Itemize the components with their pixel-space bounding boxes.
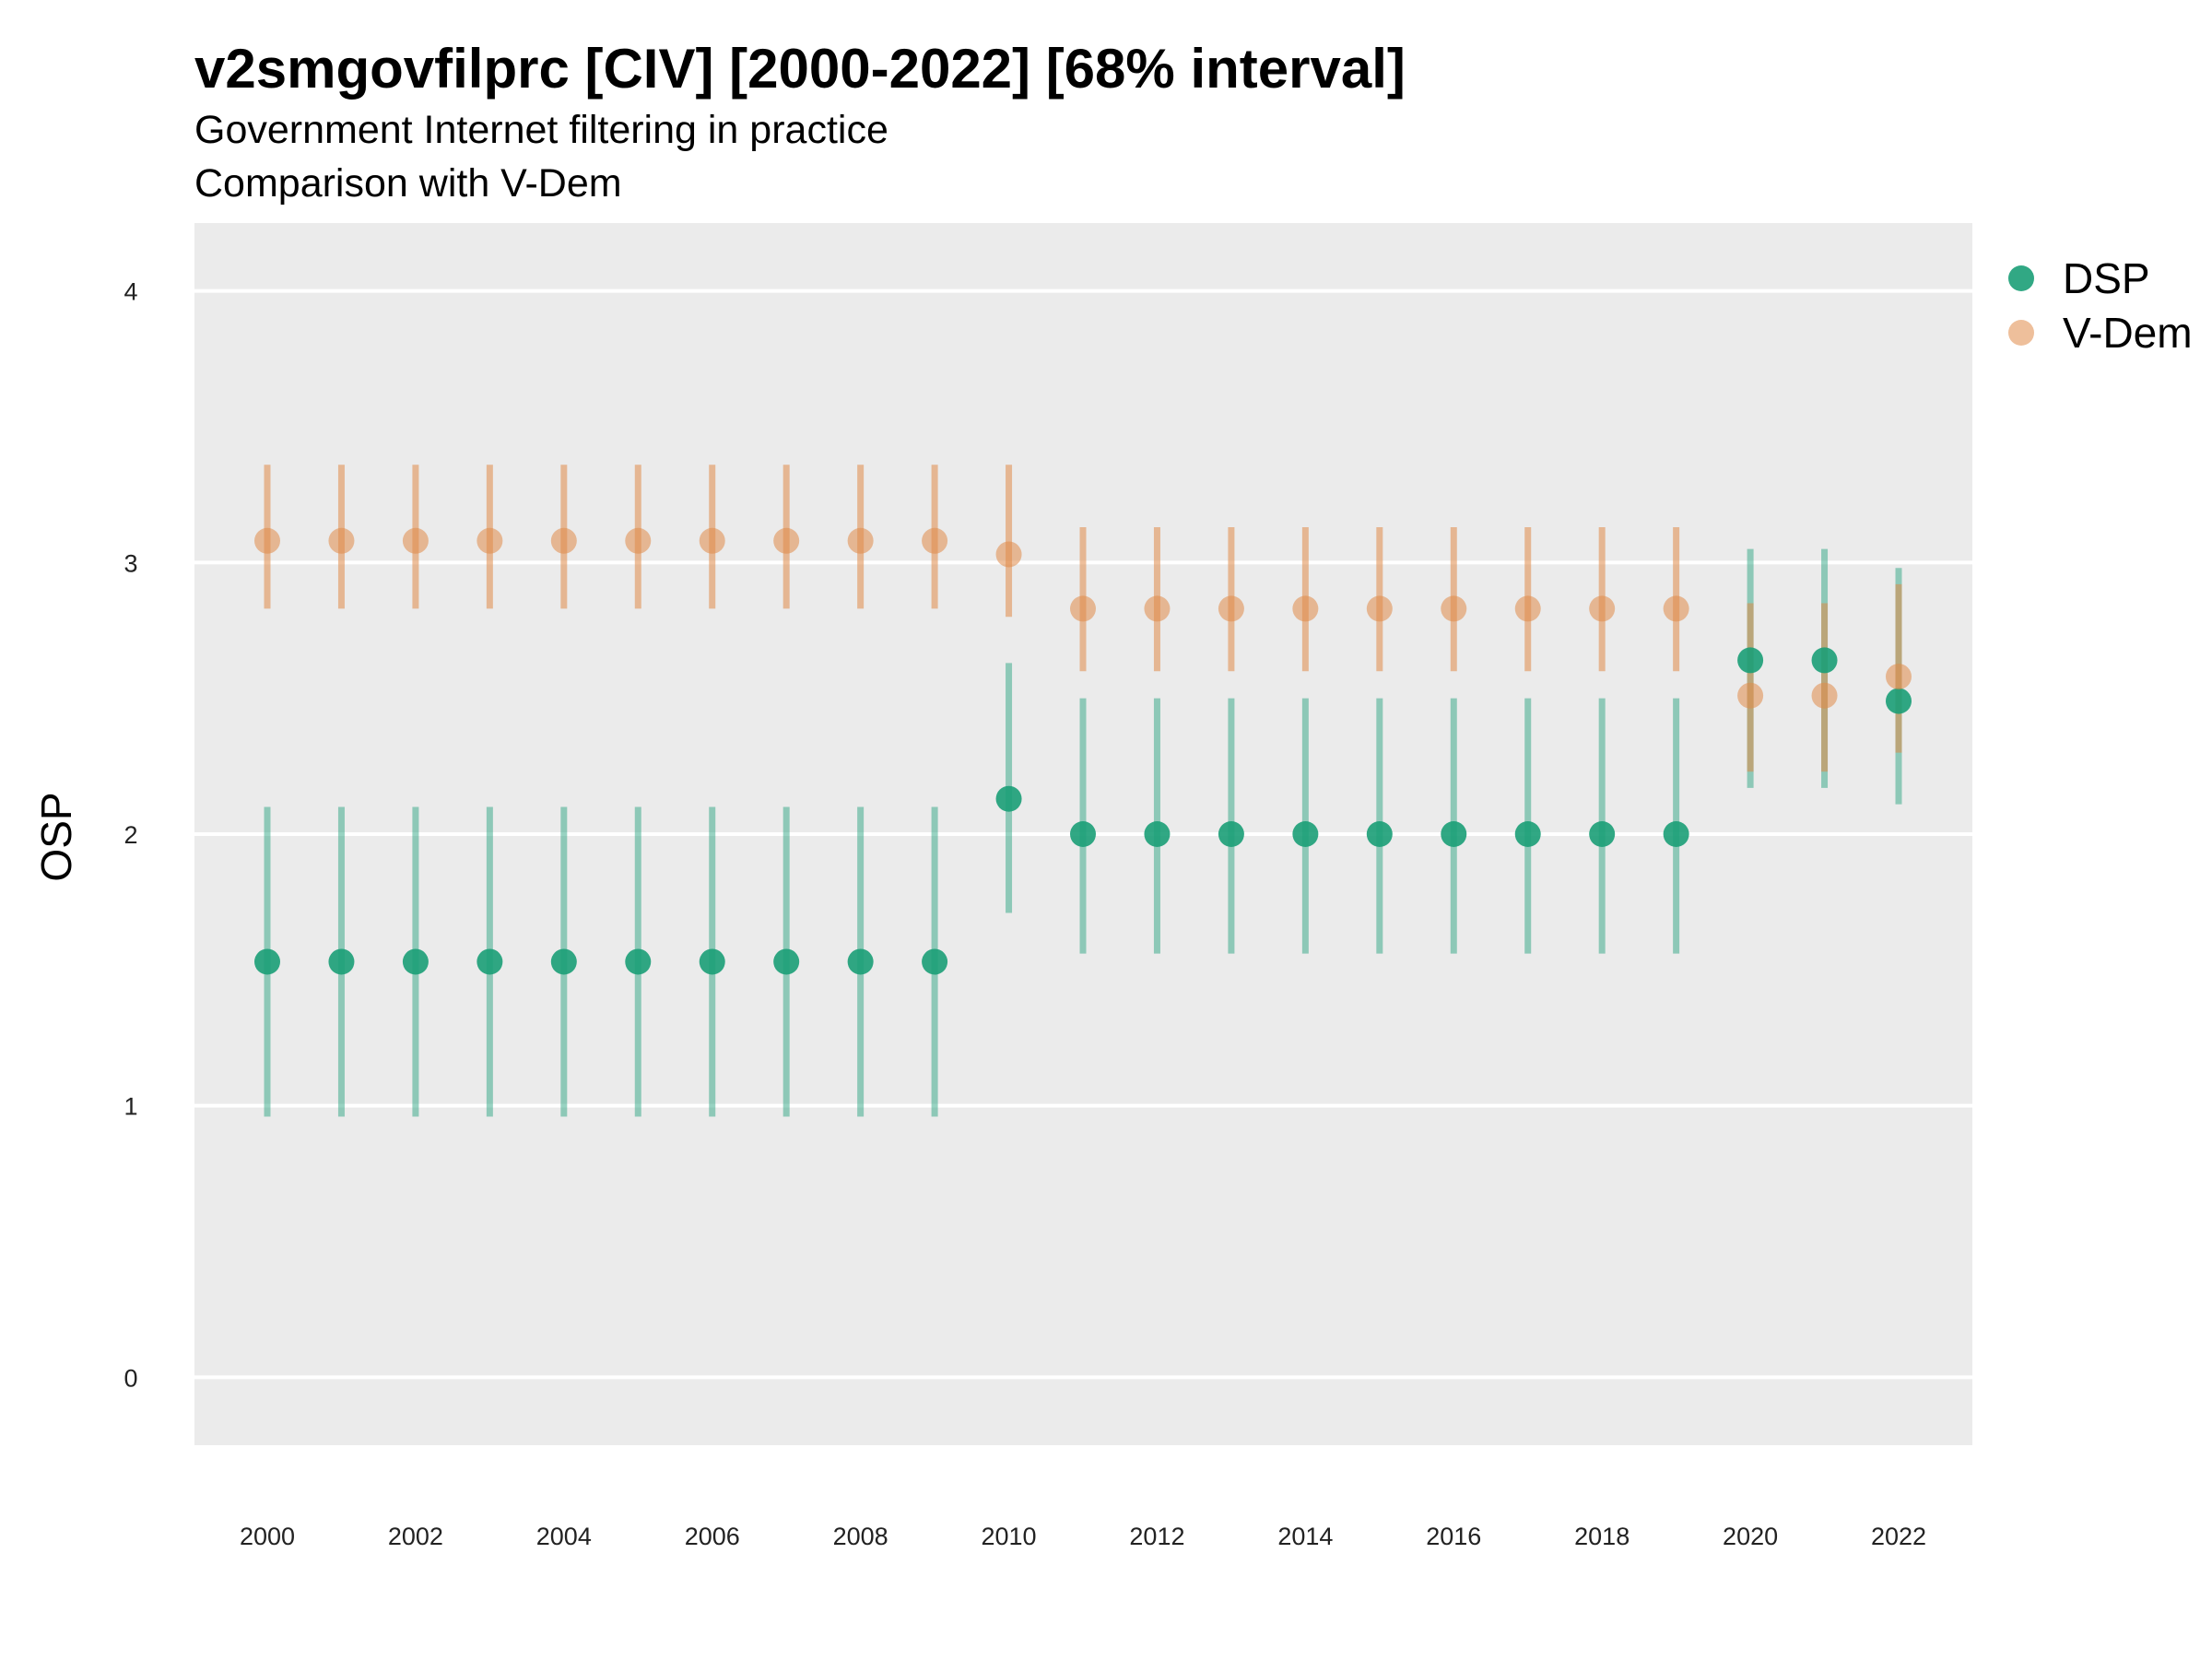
x-tick-label: 2000 bbox=[240, 1523, 295, 1550]
dsp-point bbox=[1811, 647, 1838, 674]
dsp-point bbox=[1366, 821, 1393, 847]
dsp-point bbox=[847, 948, 874, 975]
x-tick-label: 2008 bbox=[833, 1523, 888, 1550]
dsp-point bbox=[550, 948, 577, 975]
dsp-point bbox=[1514, 821, 1541, 847]
dsp-point bbox=[477, 948, 503, 975]
dsp-point bbox=[1070, 821, 1096, 847]
estimate-points bbox=[254, 527, 1912, 975]
chart-subtitle-line-2: Comparison with V-Dem bbox=[194, 161, 622, 206]
vdem-point bbox=[1737, 682, 1764, 709]
vdem-point bbox=[1589, 595, 1616, 622]
x-tick-label: 2014 bbox=[1277, 1523, 1333, 1550]
legend-dsp-marker bbox=[2008, 265, 2034, 291]
dsp-point bbox=[254, 948, 280, 975]
x-axis-ticks: 2000 2002 2004 2006 2008 2010 2012 2014 2016 2018… bbox=[240, 1523, 1926, 1550]
legend-vdem-marker bbox=[2008, 320, 2034, 346]
chart-title: v2smgovfilprc [CIV] [2000-2022] [68% int… bbox=[194, 38, 1406, 100]
dsp-point bbox=[402, 948, 429, 975]
vdem-point bbox=[1441, 595, 1467, 622]
vdem-point bbox=[1144, 595, 1171, 622]
dsp-point bbox=[699, 948, 725, 975]
y-tick-label: 0 bbox=[124, 1364, 137, 1392]
vdem-point bbox=[477, 527, 503, 554]
dsp-point bbox=[1737, 647, 1764, 674]
chart-subtitle-line-1: Government Internet filtering in practic… bbox=[194, 108, 888, 152]
x-tick-label: 2010 bbox=[982, 1523, 1037, 1550]
dsp-point bbox=[1144, 821, 1171, 847]
y-tick-label: 3 bbox=[124, 549, 137, 577]
y-tick-label: 1 bbox=[124, 1093, 137, 1121]
dsp-point bbox=[625, 948, 652, 975]
legend: DSP V-Dem bbox=[2008, 254, 2193, 357]
x-tick-label: 2006 bbox=[685, 1523, 740, 1550]
vdem-point bbox=[1811, 682, 1838, 709]
dsp-point bbox=[328, 948, 355, 975]
vdem-point bbox=[847, 527, 874, 554]
dsp-point bbox=[995, 785, 1022, 812]
dsp-point bbox=[1886, 688, 1912, 714]
vdem-point bbox=[1292, 595, 1319, 622]
vdem-point bbox=[328, 527, 355, 554]
vdem-point bbox=[1070, 595, 1096, 622]
y-axis-ticks: 0 1 2 3 4 bbox=[124, 278, 137, 1393]
vdem-point bbox=[1366, 595, 1393, 622]
vdem-point bbox=[1218, 595, 1244, 622]
vdem-point bbox=[922, 527, 948, 554]
vdem-point bbox=[625, 527, 652, 554]
y-tick-label: 4 bbox=[124, 278, 137, 306]
dsp-point bbox=[773, 948, 800, 975]
x-tick-label: 2022 bbox=[1871, 1523, 1926, 1550]
legend-dsp-label: DSP bbox=[2063, 254, 2150, 302]
y-axis-title: OSP bbox=[32, 792, 80, 881]
vdem-point bbox=[1514, 595, 1541, 622]
vdem-point bbox=[254, 527, 280, 554]
vdem-point bbox=[1886, 664, 1912, 690]
dsp-point bbox=[1441, 821, 1467, 847]
vdem-point bbox=[402, 527, 429, 554]
x-tick-label: 2016 bbox=[1426, 1523, 1481, 1550]
x-tick-label: 2020 bbox=[1723, 1523, 1778, 1550]
dsp-point bbox=[1218, 821, 1244, 847]
x-tick-label: 2002 bbox=[388, 1523, 443, 1550]
vdem-point bbox=[1663, 595, 1689, 622]
x-tick-label: 2004 bbox=[536, 1523, 592, 1550]
dsp-point bbox=[1589, 821, 1616, 847]
x-tick-label: 2018 bbox=[1574, 1523, 1630, 1550]
x-tick-label: 2012 bbox=[1129, 1523, 1184, 1550]
y-tick-label: 2 bbox=[124, 821, 137, 849]
vdem-point bbox=[550, 527, 577, 554]
dsp-point bbox=[1292, 821, 1319, 847]
dsp-point bbox=[1663, 821, 1689, 847]
dsp-point bbox=[922, 948, 948, 975]
vdem-point bbox=[699, 527, 725, 554]
vdem-point bbox=[773, 527, 800, 554]
vdem-point bbox=[995, 541, 1022, 568]
legend-vdem-label: V-Dem bbox=[2063, 309, 2193, 357]
